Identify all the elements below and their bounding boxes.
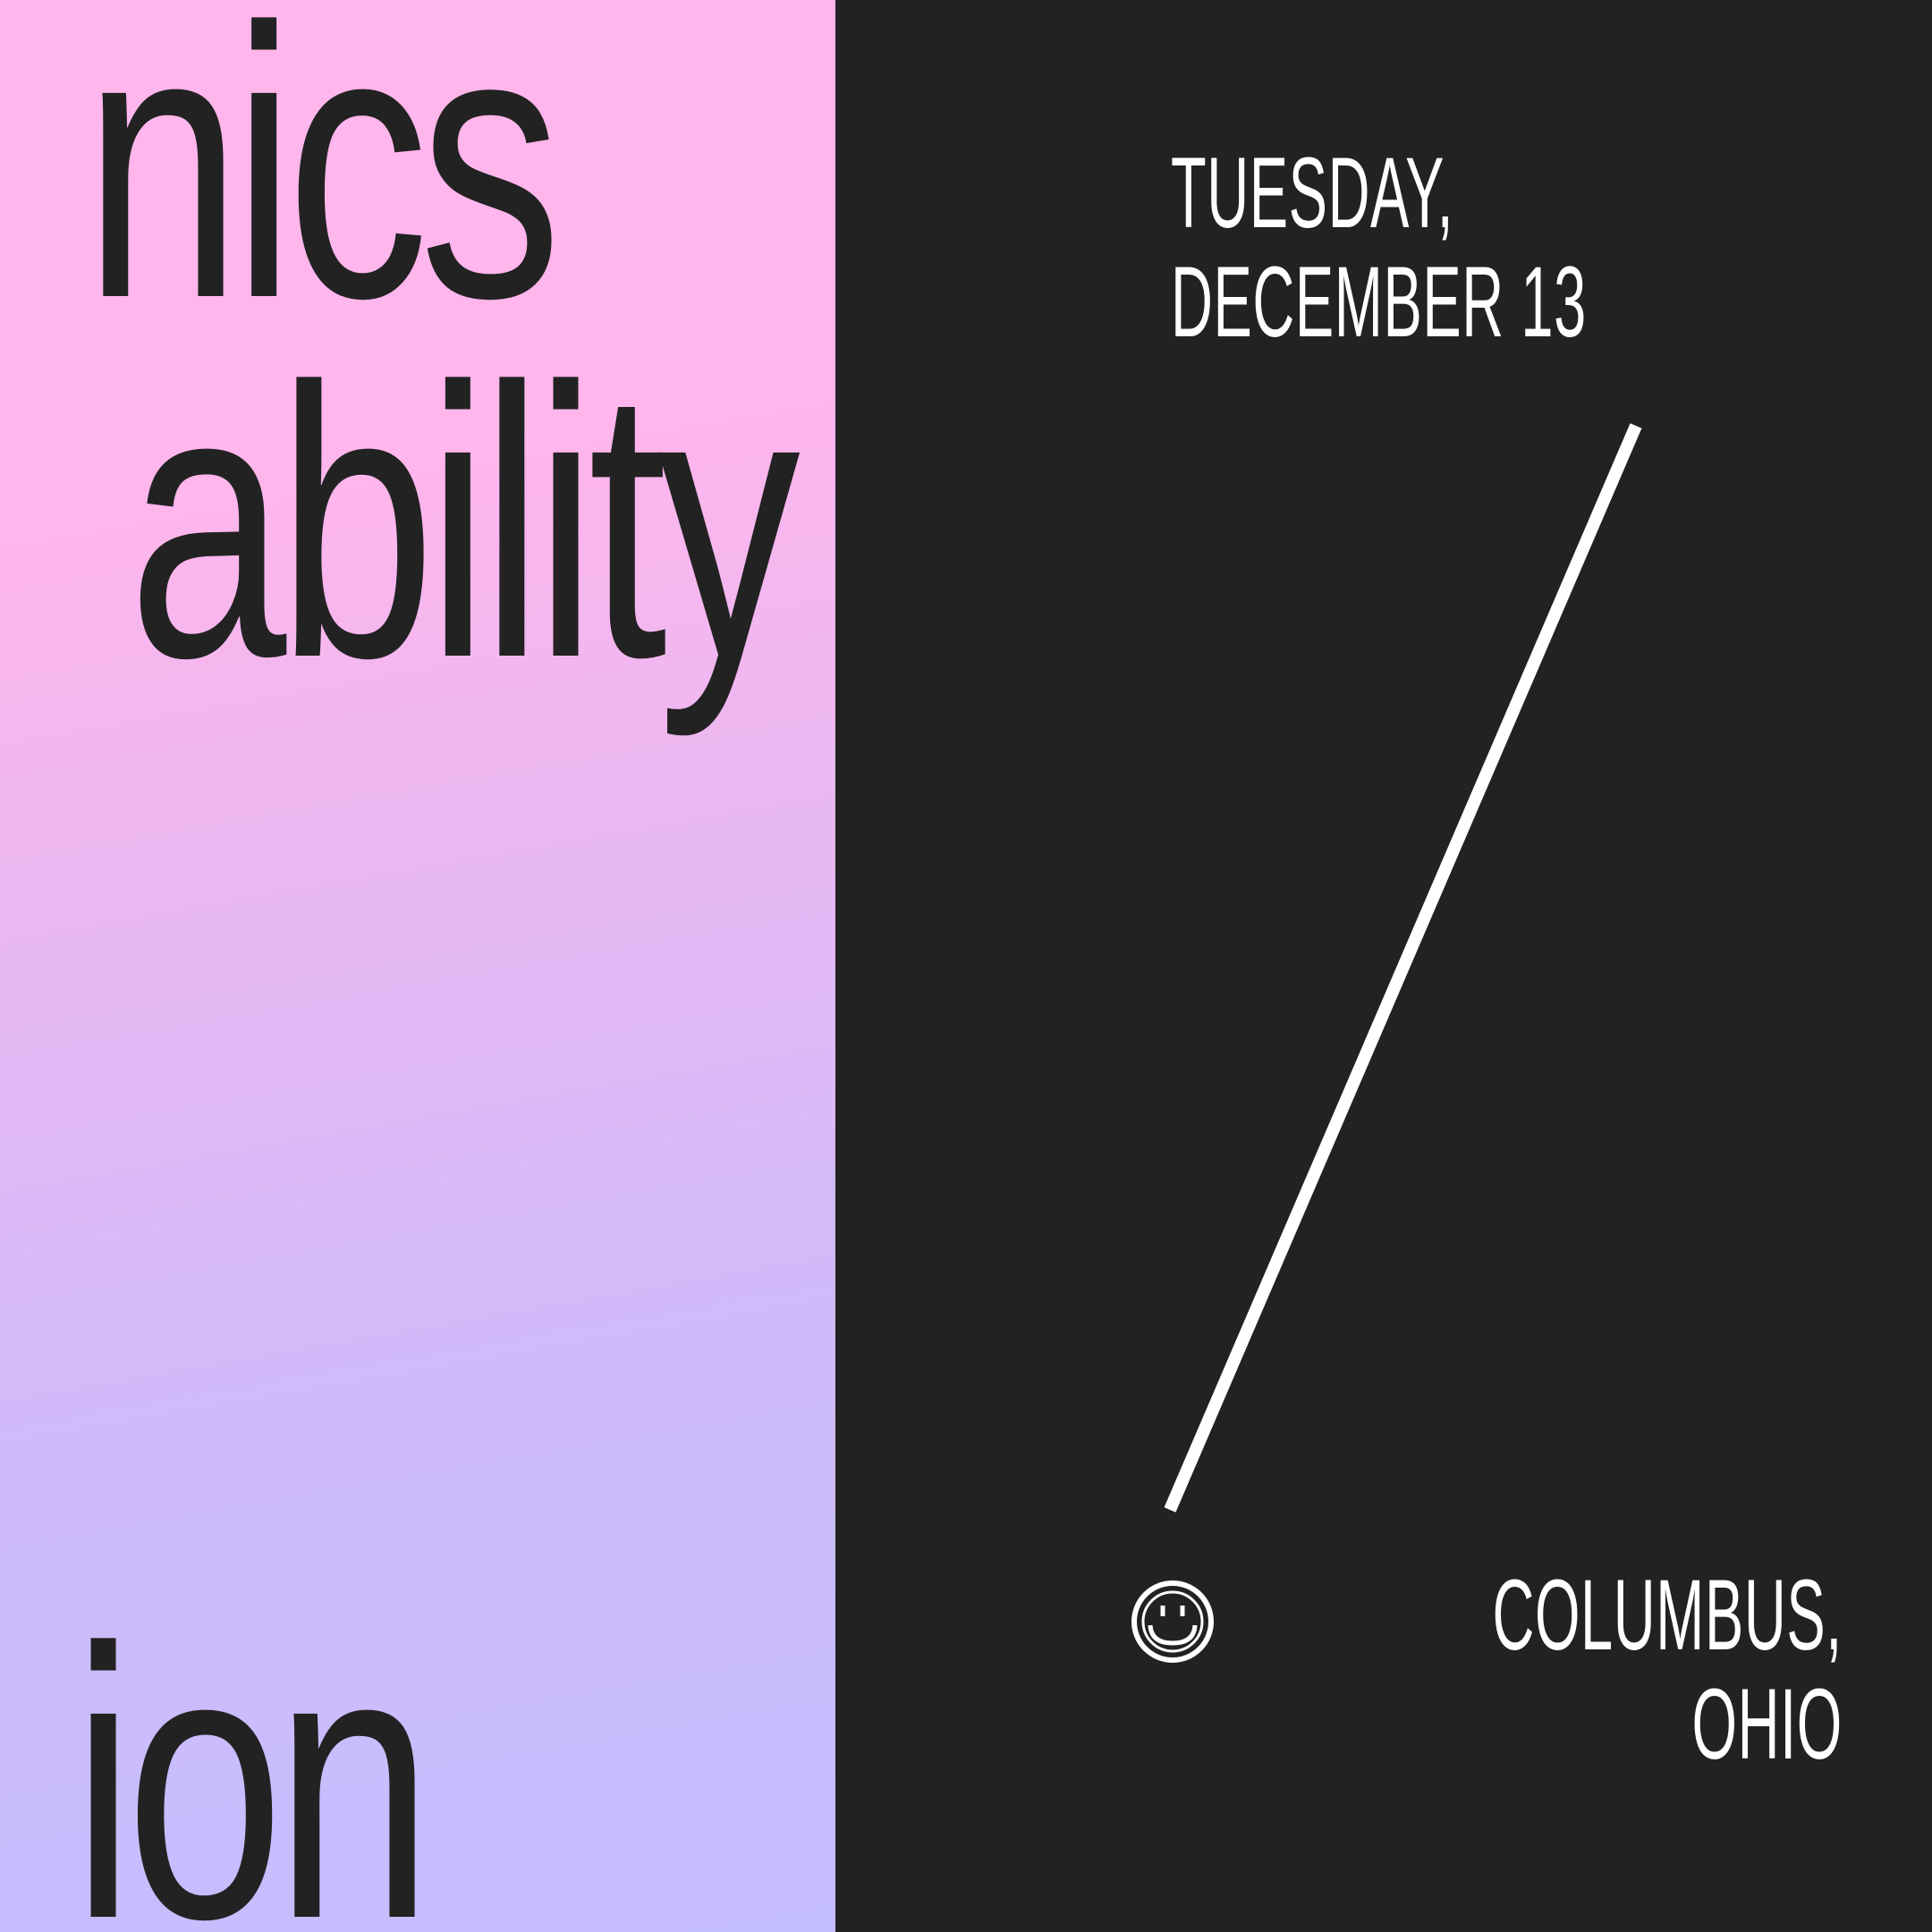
smiley-icon [1131, 1580, 1214, 1663]
location-state: OHIO [1691, 1668, 1843, 1780]
event-location: COLUMBUS, OHIO [1493, 1561, 1843, 1779]
slash-icon [1164, 423, 1642, 1513]
dark-panel: TUESDAY, DECEMBER 13 COLUMBUS, OHIO [835, 0, 1932, 1932]
big-word-4: ion [72, 1570, 433, 1932]
gradient-panel: nics ability y ion [0, 0, 835, 1932]
big-word-2: ability [127, 309, 800, 738]
location-city: COLUMBUS, [1492, 1559, 1843, 1671]
date-weekday: TUESDAY, [1171, 137, 1454, 249]
date-day: DECEMBER 13 [1171, 246, 1587, 358]
event-date: TUESDAY, DECEMBER 13 [1171, 139, 1587, 357]
big-word-1: nics [83, 0, 563, 378]
